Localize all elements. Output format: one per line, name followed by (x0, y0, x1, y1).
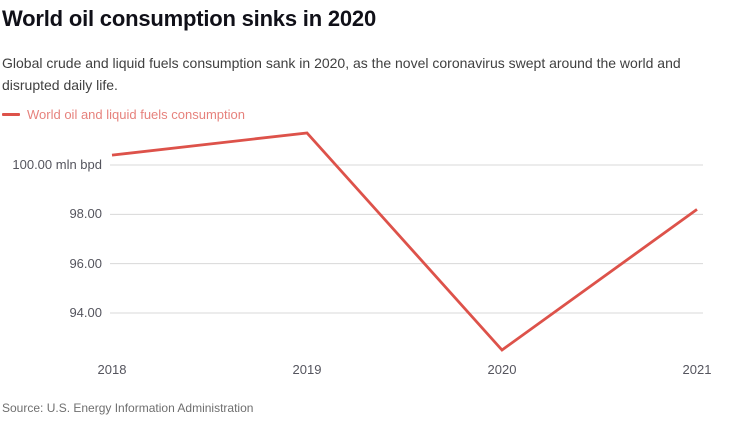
y-tick-label: 96.00 (69, 255, 102, 271)
chart-subtitle: Global crude and liquid fuels consumptio… (2, 55, 681, 93)
y-tick-label: 94.00 (69, 305, 102, 320)
x-tick-label: 2020 (487, 362, 517, 377)
legend: World oil and liquid fuels consumption (2, 107, 245, 122)
chart-title: World oil consumption sinks in 2020 (2, 6, 376, 31)
series-line (111, 131, 698, 352)
x-tick-label: 2018 (97, 362, 127, 377)
y-tick-label: 100.00 mln bpd (12, 157, 102, 172)
x-tick-label: 2021 (682, 362, 712, 377)
y-tick-label: 98.00 (69, 206, 102, 222)
legend-label: World oil and liquid fuels consumption (27, 107, 245, 122)
legend-line-swatch-icon (2, 113, 20, 116)
source-note: Source: U.S. Energy Information Administ… (2, 401, 254, 415)
x-tick-label: 2019 (292, 362, 322, 377)
